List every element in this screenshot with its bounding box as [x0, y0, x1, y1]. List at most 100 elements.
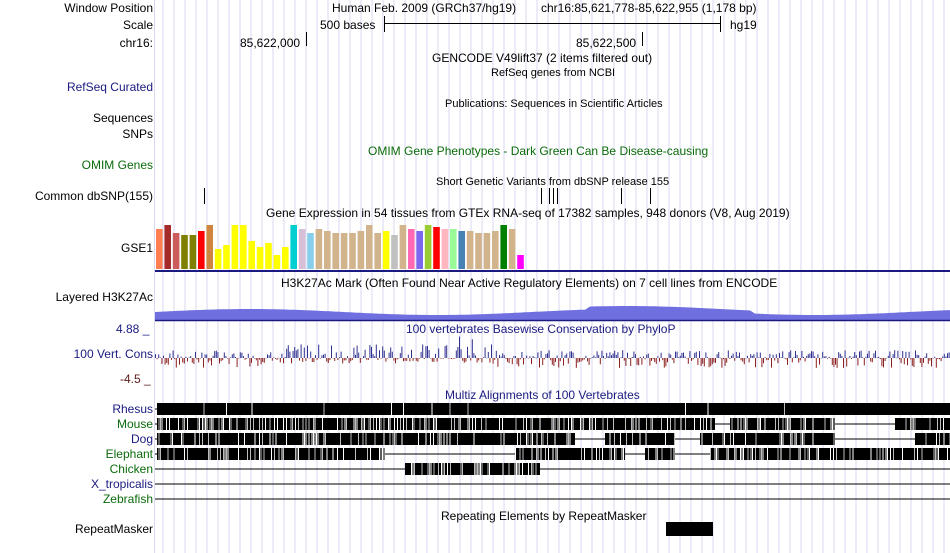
phylop-bar	[670, 354, 672, 358]
alignment-mismatch	[785, 418, 787, 430]
alignment-mismatch	[362, 418, 364, 430]
phylop-bar	[390, 347, 392, 358]
omim-desc[interactable]: OMIM Gene Phenotypes - Dark Green Can Be…	[368, 144, 709, 158]
alignment-mismatch	[750, 448, 752, 460]
phylop-bar	[892, 354, 894, 358]
label-h3k27ac[interactable]: Layered H3K27Ac	[55, 290, 153, 304]
species-label-mouse[interactable]: Mouse	[116, 417, 153, 431]
label-repeatmasker[interactable]: RepeatMasker	[74, 522, 153, 536]
phylop-bar	[604, 358, 606, 359]
alignment-mismatch	[274, 448, 275, 460]
label-cons[interactable]: 100 Vert. Cons	[73, 347, 153, 361]
snp-mark[interactable]	[557, 188, 558, 204]
phylop-bar	[548, 350, 550, 358]
publications-title[interactable]: Publications: Sequences in Scientific Ar…	[445, 98, 663, 110]
alignment-mismatch	[852, 448, 854, 460]
phylop-bar	[860, 350, 862, 358]
alignment-mismatch	[187, 418, 188, 430]
label-sequences[interactable]: Sequences	[92, 111, 153, 125]
snp-mark[interactable]	[621, 188, 622, 204]
phylop-bar	[335, 352, 337, 358]
phylop-bar	[316, 358, 318, 360]
species-label-x_tropicalis[interactable]: X_tropicalis	[90, 477, 153, 491]
phylop-signal[interactable]	[155, 330, 950, 384]
alignment-mismatch	[626, 433, 627, 445]
snp-mark[interactable]	[541, 188, 542, 204]
repeat-element[interactable]	[666, 522, 713, 536]
phylop-bar	[775, 354, 777, 358]
alignment-mismatch	[473, 433, 475, 445]
phylop-bar	[364, 349, 366, 358]
position-readout[interactable]: chr16:85,621,778-85,622,955 (1,178 bp)	[541, 1, 757, 15]
phylop-bar	[887, 355, 889, 358]
phylop-bar	[206, 354, 208, 358]
phylop-bar	[718, 352, 720, 358]
alignment-mismatch	[212, 418, 214, 430]
label-snps[interactable]: SNPs	[122, 127, 153, 141]
gtex-desc[interactable]: Gene Expression in 54 tissues from GTEx …	[266, 206, 790, 220]
phylop-bar	[436, 358, 438, 362]
phylop-bar	[542, 358, 544, 365]
phylop-bar	[385, 358, 387, 362]
phylop-bar	[695, 351, 697, 358]
phylop-bar	[899, 358, 900, 360]
alignment-mismatch	[680, 418, 682, 430]
alignment-mismatch	[631, 418, 632, 430]
snp-mark[interactable]	[553, 188, 554, 204]
gtex-bar-chart[interactable]	[155, 220, 950, 274]
alignment-mismatch	[305, 433, 307, 445]
multiz-alignments[interactable]	[155, 401, 950, 506]
species-label-dog[interactable]: Dog	[130, 432, 153, 446]
phylop-bar	[271, 358, 273, 361]
species-label-elephant[interactable]: Elephant	[105, 447, 153, 461]
gencode-track-title[interactable]: GENCODE V49lift37 (2 items filtered out)	[432, 51, 653, 65]
phylop-bar	[569, 351, 571, 358]
snp-mark[interactable]	[549, 188, 550, 204]
phylop-bar	[492, 358, 494, 364]
phylop-bar	[428, 350, 430, 358]
alignment-mismatch	[545, 448, 546, 460]
snp-mark[interactable]	[650, 188, 651, 204]
phylop-bar	[212, 355, 214, 358]
species-label-rhesus[interactable]: Rhesus	[112, 402, 153, 416]
phylop-bar	[683, 352, 684, 358]
alignment-mismatch	[218, 418, 220, 430]
alignment-mismatch	[304, 433, 305, 445]
h3k27ac-desc[interactable]: H3K27Ac Mark (Often Found Near Active Re…	[281, 276, 778, 290]
repeatmasker-desc[interactable]: Repeating Elements by RepeatMasker	[441, 509, 647, 523]
phylop-bar	[278, 357, 280, 359]
phylop-bar	[766, 358, 768, 361]
phylop-bar	[719, 357, 721, 359]
alignment-mismatch	[516, 463, 517, 475]
alignment-mismatch	[353, 418, 355, 430]
phylop-bar	[505, 358, 507, 359]
phylop-bar	[857, 358, 859, 366]
multiz-desc[interactable]: Multiz Alignments of 100 Vertebrates	[445, 388, 640, 402]
species-label-chicken[interactable]: Chicken	[109, 462, 153, 476]
alignment-mismatch	[326, 448, 328, 460]
snp-mark[interactable]	[204, 188, 205, 204]
h3k27ac-signal[interactable]	[155, 300, 950, 322]
label-refseq[interactable]: RefSeq Curated	[66, 80, 153, 94]
label-dbsnp[interactable]: Common dbSNP(155)	[34, 189, 153, 203]
label-gse1[interactable]: GSE1	[120, 241, 153, 255]
phylop-bar	[737, 356, 739, 358]
alignment-mismatch	[382, 448, 383, 460]
label-omim[interactable]: OMIM Genes	[81, 158, 153, 172]
phylop-bar	[284, 357, 286, 358]
phylop-bar	[772, 354, 774, 358]
phylop-bar	[510, 358, 512, 359]
phylop-desc[interactable]: 100 vertebrates Basewise Conservation by…	[406, 322, 676, 336]
alignment-mismatch	[836, 448, 837, 460]
phylop-bar	[596, 351, 598, 358]
phylop-bar	[207, 358, 209, 363]
dbsnp-desc[interactable]: Short Genetic Variants from dbSNP releas…	[436, 176, 670, 188]
phylop-bar	[891, 358, 892, 368]
alignment-mismatch	[272, 433, 274, 445]
alignment-mismatch	[661, 418, 662, 430]
phylop-bar	[593, 355, 595, 358]
alignment-mismatch	[403, 403, 404, 415]
alignment-mismatch	[250, 418, 251, 430]
alignment-mismatch	[614, 448, 615, 460]
species-label-zebrafish[interactable]: Zebrafish	[102, 492, 153, 506]
